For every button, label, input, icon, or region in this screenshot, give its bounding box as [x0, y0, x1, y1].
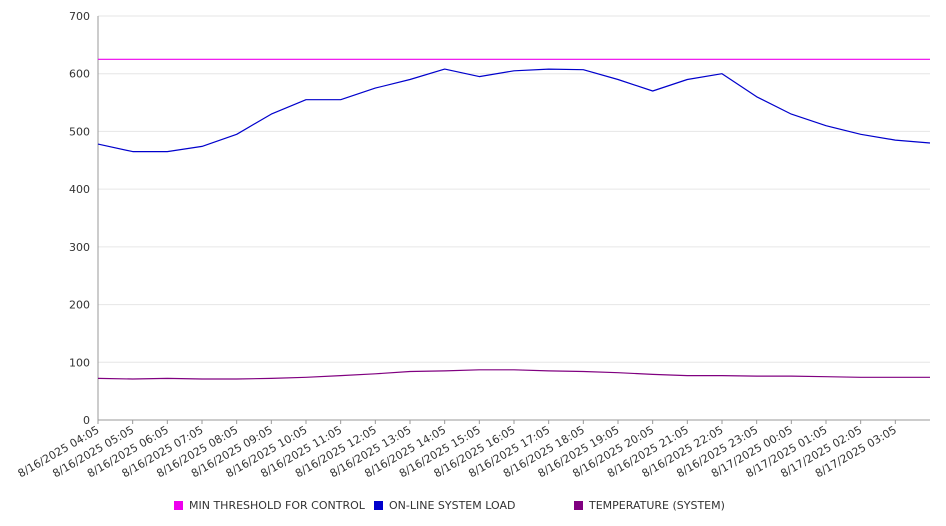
legend-item-threshold[interactable]: MIN THRESHOLD FOR CONTROL	[174, 498, 365, 512]
legend-swatch-temperature	[574, 500, 583, 510]
y-tick-label: 400	[69, 183, 90, 196]
y-tick-label: 700	[69, 10, 90, 23]
y-tick-label: 600	[69, 68, 90, 81]
y-tick-label: 0	[83, 414, 90, 427]
legend-swatch-threshold	[174, 500, 183, 510]
y-tick-label: 300	[69, 241, 90, 254]
series-line-2	[97, 369, 930, 380]
y-tick-label: 500	[69, 125, 90, 138]
legend-item-temperature[interactable]: TEMPERATURE (SYSTEM)	[574, 498, 725, 512]
legend-item-load[interactable]: ON-LINE SYSTEM LOAD	[374, 498, 515, 512]
series-lines	[97, 58, 931, 380]
grid-lines	[98, 15, 930, 363]
legend-label-threshold: MIN THRESHOLD FOR CONTROL	[189, 498, 365, 512]
series-line-1	[97, 68, 931, 153]
y-axis-ticks: 0 100 200 300 400 500 600 700	[69, 10, 90, 427]
y-tick-label: 100	[69, 356, 90, 369]
legend-label-temperature: TEMPERATURE (SYSTEM)	[589, 498, 725, 512]
legend-swatch-load	[374, 500, 383, 510]
legend-label-load: ON-LINE SYSTEM LOAD	[389, 498, 516, 512]
y-tick-label: 200	[69, 299, 90, 312]
x-axis-ticks: 8/16/2025 04:058/16/2025 05:058/16/2025 …	[16, 420, 899, 480]
